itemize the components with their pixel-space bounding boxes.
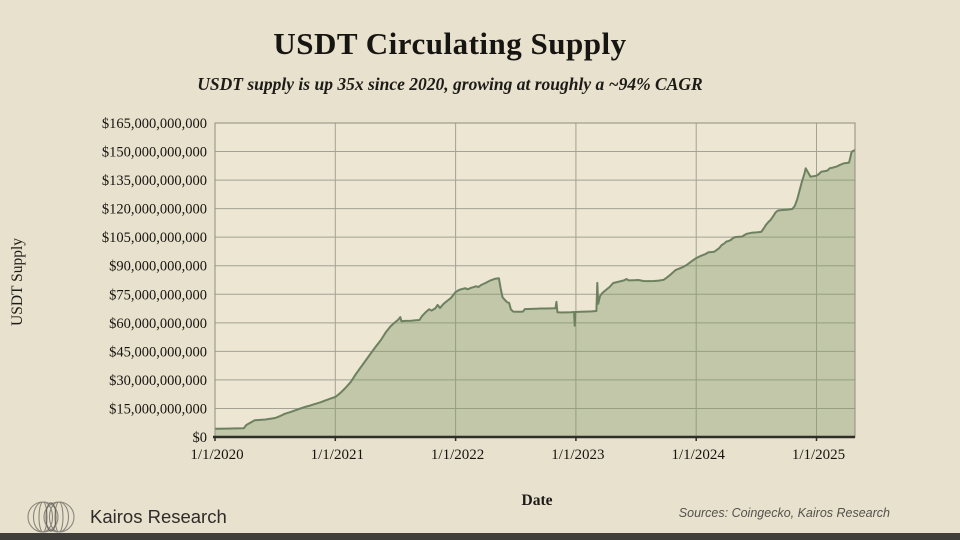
x-tick-label: 1/1/2025 [792, 447, 845, 463]
footer-brand: Kairos Research [24, 500, 227, 534]
footer-brand-name: Kairos Research [90, 506, 227, 527]
y-tick-label: $0 [193, 430, 208, 446]
y-tick-label: $15,000,000,000 [109, 401, 207, 417]
x-tick-label: 1/1/2024 [672, 447, 726, 463]
x-tick-label: 1/1/2023 [551, 447, 604, 463]
x-axis-title: Date [521, 492, 553, 509]
y-tick-label: $60,000,000,000 [109, 316, 207, 332]
sources-note: Sources: Coingecko, Kairos Research [678, 506, 890, 520]
y-tick-label: $135,000,000,000 [102, 173, 207, 189]
y-tick-label: $150,000,000,000 [102, 145, 207, 161]
y-tick-label: $105,000,000,000 [102, 230, 207, 246]
y-tick-label: $120,000,000,000 [102, 202, 207, 218]
y-tick-label: $45,000,000,000 [109, 344, 207, 360]
y-tick-label: $75,000,000,000 [109, 287, 207, 303]
chart-subtitle: USDT supply is up 35x since 2020, growin… [197, 74, 703, 94]
y-tick-label: $30,000,000,000 [109, 373, 207, 389]
y-axis-title: USDT Supply [9, 238, 26, 326]
plot-background [215, 123, 855, 437]
y-tick-label: $165,000,000,000 [102, 116, 207, 132]
supply-area-fill [215, 150, 855, 437]
kairos-logo-icon [27, 501, 75, 533]
x-tick-label: 1/1/2021 [311, 447, 364, 463]
footer-bar [0, 533, 960, 540]
y-tick-label: $90,000,000,000 [109, 259, 207, 275]
supply-line [214, 149, 856, 430]
page-title: USDT Circulating Supply [273, 26, 627, 61]
x-tick-label: 1/1/2020 [190, 447, 243, 463]
x-tick-label: 1/1/2022 [431, 447, 484, 463]
